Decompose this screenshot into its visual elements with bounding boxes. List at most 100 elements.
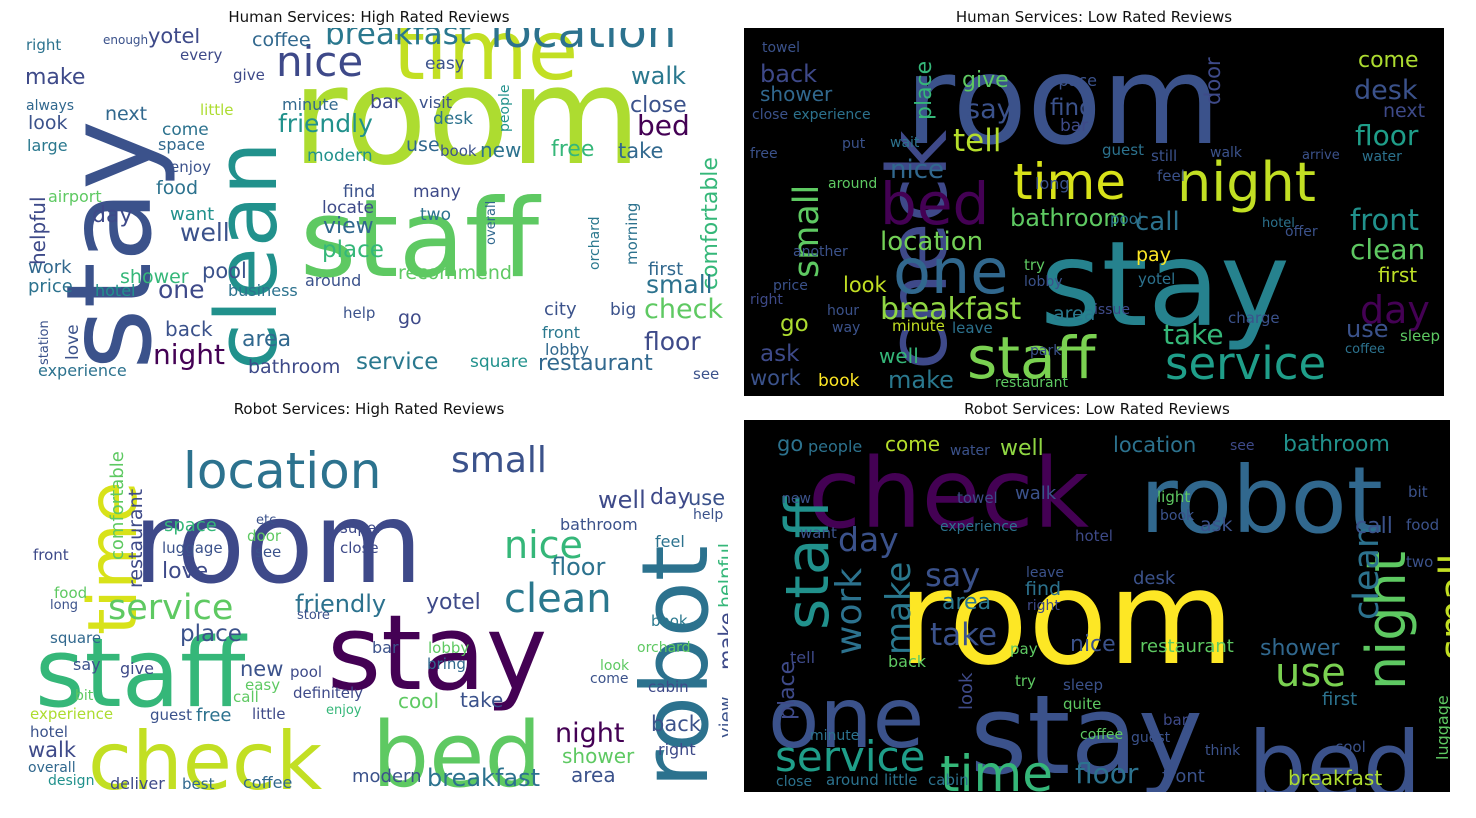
cloud-word: want (170, 204, 215, 226)
cloud-word: call (1355, 513, 1393, 539)
cloud-word: make (888, 366, 954, 395)
cloud-word: see (255, 542, 282, 561)
cloud-word: breakfast (1288, 765, 1383, 790)
cloud-word: new (480, 137, 522, 162)
cloud-word: modern (352, 766, 422, 788)
cloud-word: lobby (1024, 273, 1063, 290)
cloud-word: leave (952, 318, 993, 337)
cloud-word: well (180, 217, 230, 247)
cloud-word: give (962, 67, 1009, 93)
cloud-word: think (1205, 742, 1241, 759)
cloud-word: bathroom (560, 514, 638, 534)
cloud-word: room (292, 38, 642, 196)
cloud-word: view (323, 213, 374, 239)
cloud-word: water (950, 442, 990, 459)
cloud-word: love (162, 558, 209, 584)
cloud-word: look (843, 272, 887, 297)
cloud-word: check (644, 293, 724, 325)
cloud-word: long (50, 598, 79, 614)
cloud-word: walk (1210, 144, 1243, 161)
cloud-word: close (630, 92, 687, 118)
cloud-word: big (610, 300, 637, 321)
cloud-word: night (1177, 150, 1316, 214)
cloud-word: minute (282, 94, 339, 114)
cloud-word: sleep (1400, 326, 1440, 345)
cloud-word: restaurant (995, 374, 1068, 391)
cloud-word: door (247, 526, 282, 545)
cloud-word: breakfast (880, 292, 1022, 328)
cloud-word: desk (433, 109, 473, 130)
cloud-word: want (800, 523, 837, 542)
cloud-word: walk (1015, 483, 1057, 505)
cloud-word: desk (1133, 568, 1176, 590)
cloud-word: shower (562, 743, 635, 768)
cloud-word: hotel (30, 722, 68, 741)
cloud-word: overall (484, 200, 499, 245)
cloud-word: first (1378, 262, 1418, 287)
cloud-word: cabin (928, 770, 969, 789)
cloud-word: shower (120, 266, 189, 289)
cloud-word: enjoy (170, 157, 211, 176)
cloud-word: nice (276, 36, 364, 86)
cloud-word: another (793, 243, 848, 260)
cloud-word: deliver (110, 773, 165, 792)
cloud-word: quite (1063, 694, 1102, 713)
cloud-word: come (590, 670, 629, 687)
cloud-word: breakfast (427, 764, 541, 792)
cloud-word: small (646, 269, 713, 299)
cloud-word: look (600, 657, 630, 674)
cloud-word: cool (1335, 737, 1366, 756)
cloud-word: find (343, 182, 376, 203)
cloud-word: way (832, 319, 861, 336)
cloud-word: visit (419, 92, 452, 112)
cloud-word: location (1113, 432, 1197, 457)
cloud-word: hotel (1262, 216, 1295, 232)
cloud-word: people (497, 84, 513, 132)
cloud-word: use (688, 485, 726, 510)
cloud-word: make (879, 561, 919, 655)
cloud-word: coffee (252, 29, 311, 52)
cloud-word: long (1035, 173, 1070, 193)
cloud-word: call (233, 687, 259, 706)
cloud-word: say (966, 93, 1013, 125)
cloud-word: right (26, 35, 62, 54)
cloud-word: new (240, 656, 284, 681)
cloud-word: come (162, 120, 209, 141)
cloud-word: square (50, 628, 102, 647)
cloud-word: yotel (1138, 269, 1176, 288)
cloud-word: nice (1070, 631, 1116, 657)
cloud-word: use (406, 134, 440, 157)
cloud-word: service (108, 588, 234, 629)
cloud-word: modern (307, 146, 373, 167)
cloud-word: two (420, 205, 451, 226)
cloud-word: best (182, 774, 215, 792)
cloud-word: pool (1110, 209, 1143, 228)
cloud-word: bed (1248, 711, 1422, 792)
cloud-word: next (105, 103, 148, 126)
cloud-word: tell (953, 122, 1002, 159)
cloud-word: little (200, 100, 234, 119)
cloud-word: breakfast (325, 28, 471, 52)
cloud-word: back (888, 651, 927, 671)
cloud-word: floor (1355, 119, 1419, 153)
cloud-word: feel (655, 531, 685, 551)
panel-title: Human Services: Low Rated Reviews (955, 8, 1233, 26)
cloud-word: bed (372, 703, 542, 792)
cloud-word: leave (1026, 564, 1064, 581)
cloud-word: give (233, 65, 265, 84)
cloud-word: use (1275, 650, 1346, 697)
panel-title: Robot Services: High Rated Reviews (233, 400, 505, 418)
cloud-word: water (1362, 148, 1402, 165)
cloud-word: bar (1060, 116, 1089, 137)
cloud-word: go (398, 307, 422, 330)
cloud-word: comfortable (107, 451, 128, 560)
cloud-word: time (393, 28, 579, 99)
cloud-word: help (343, 303, 376, 322)
cloud-word: find (1025, 578, 1062, 601)
cloud-word: room (898, 542, 1235, 695)
cloud-word: back (651, 711, 701, 736)
cloud-word: minute (810, 727, 860, 744)
cloud-word: luggage (162, 538, 223, 557)
cloud-word: experience (793, 106, 871, 123)
cloud-word: sleep (1063, 675, 1103, 694)
